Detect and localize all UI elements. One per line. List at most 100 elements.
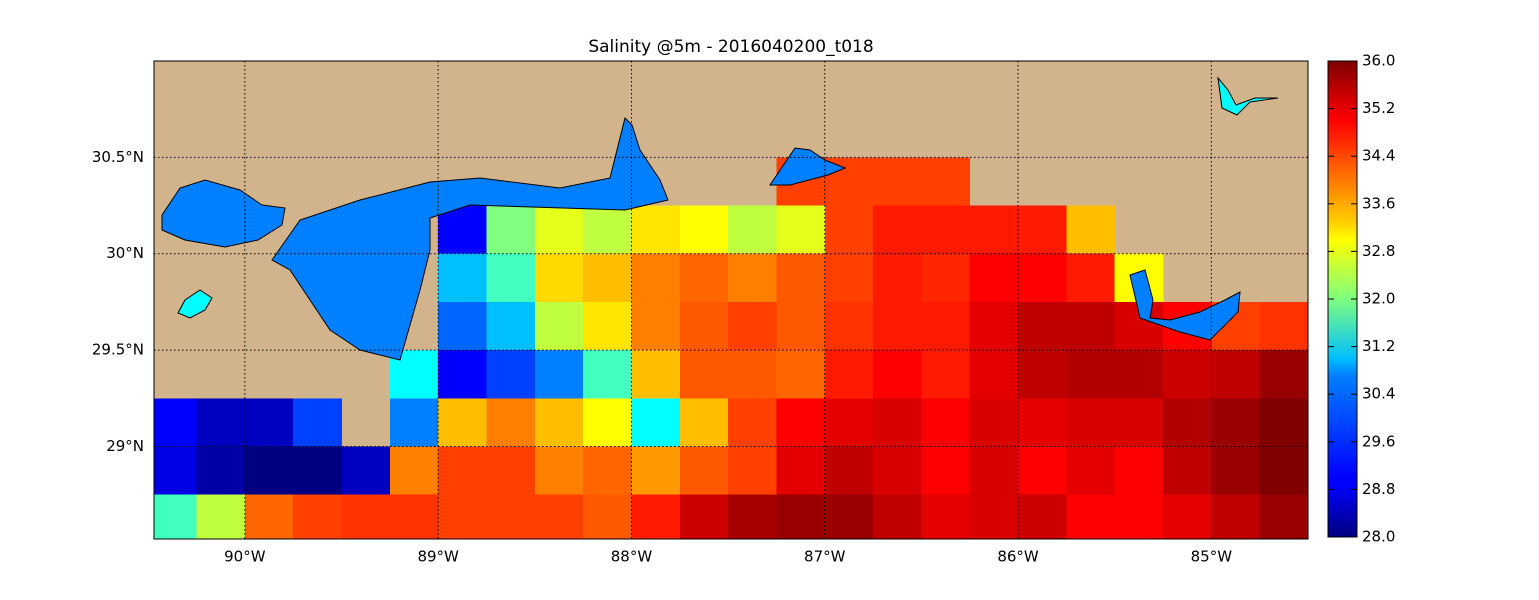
salinity-cell — [583, 494, 632, 539]
salinity-cell — [776, 398, 826, 447]
salinity-cell — [486, 253, 536, 303]
salinity-cell — [1114, 494, 1164, 539]
salinity-cell — [293, 398, 343, 447]
salinity-cell — [728, 253, 777, 303]
salinity-cell — [341, 494, 391, 539]
y-tick-label: 29°N — [106, 437, 144, 455]
salinity-cell — [776, 350, 826, 399]
salinity-cell — [438, 205, 487, 255]
salinity-cell — [534, 350, 584, 399]
salinity-cell — [679, 205, 729, 255]
salinity-cell — [1066, 350, 1116, 399]
lake — [161, 179, 286, 248]
salinity-cell — [679, 253, 729, 303]
salinity-cell — [583, 350, 632, 399]
x-tick-label: 90°W — [224, 548, 266, 566]
salinity-cell — [824, 350, 874, 399]
x-tick-label: 86°W — [997, 548, 1039, 566]
salinity-cell — [534, 253, 584, 303]
salinity-cell — [921, 494, 971, 539]
salinity-cell — [631, 301, 681, 351]
salinity-cell — [196, 446, 246, 496]
salinity-cell — [1066, 301, 1116, 351]
salinity-cell — [969, 494, 1019, 539]
salinity-cell — [1018, 253, 1067, 303]
salinity-cell — [1211, 446, 1261, 496]
salinity-cell — [1018, 398, 1067, 447]
salinity-cell — [728, 446, 777, 496]
lake — [177, 289, 213, 319]
salinity-cell — [873, 157, 922, 207]
salinity-cell — [486, 205, 536, 255]
map-title: Salinity @5m - 2016040200_t018 — [588, 37, 873, 57]
salinity-cell — [438, 494, 487, 539]
map-frame — [153, 60, 1309, 540]
salinity-cell — [824, 398, 874, 447]
salinity-cell — [873, 494, 922, 539]
salinity-cell — [1259, 494, 1308, 539]
salinity-cell — [921, 253, 971, 303]
salinity-cell — [1114, 350, 1164, 399]
salinity-cell — [824, 301, 874, 351]
salinity-cell — [679, 350, 729, 399]
colorbar-tick-label: 30.4 — [1362, 385, 1395, 403]
colorbar-tick-label: 31.2 — [1362, 337, 1395, 355]
salinity-cell — [776, 494, 826, 539]
salinity-cell — [1259, 398, 1308, 447]
salinity-cell — [728, 494, 777, 539]
salinity-cell — [921, 157, 971, 207]
salinity-cell — [631, 446, 681, 496]
salinity-cell — [1259, 446, 1308, 496]
salinity-cell — [1211, 350, 1261, 399]
salinity-cell — [1259, 350, 1308, 399]
bay — [769, 147, 847, 186]
salinity-cell — [1163, 398, 1212, 447]
colorbar-tick-label: 32.0 — [1362, 290, 1395, 308]
colorbar-tick-label: 29.6 — [1362, 432, 1395, 450]
salinity-cell — [154, 398, 198, 447]
salinity-cell — [873, 350, 922, 399]
salinity-cell — [1163, 350, 1212, 399]
salinity-cell — [969, 205, 1019, 255]
salinity-cell — [631, 398, 681, 447]
salinity-cell — [873, 205, 922, 255]
salinity-cell — [969, 398, 1019, 447]
salinity-cell — [1066, 494, 1116, 539]
salinity-cell — [1018, 446, 1067, 496]
colorbar-tick-label: 32.8 — [1362, 242, 1395, 260]
salinity-cell — [1066, 205, 1116, 255]
salinity-cell — [196, 494, 246, 539]
salinity-cell — [1114, 446, 1164, 496]
bays — [161, 76, 1279, 361]
salinity-cell — [921, 301, 971, 351]
salinity-cell — [244, 446, 294, 496]
salinity-cell — [1114, 398, 1164, 447]
x-tick-label: 89°W — [417, 548, 459, 566]
salinity-cell — [583, 398, 632, 447]
colorbar-tick-label: 28.8 — [1362, 480, 1395, 498]
salinity-cell — [438, 253, 487, 303]
salinity-cell — [583, 253, 632, 303]
x-tick-label: 85°W — [1191, 548, 1233, 566]
salinity-cell — [1163, 446, 1212, 496]
salinity-cell — [824, 446, 874, 496]
salinity-cell — [486, 350, 536, 399]
salinity-cell — [728, 350, 777, 399]
salinity-cell — [486, 301, 536, 351]
salinity-cell — [244, 494, 294, 539]
salinity-cell — [631, 350, 681, 399]
salinity-cell — [1211, 494, 1261, 539]
colorbar-tick-label: 34.4 — [1362, 147, 1395, 165]
salinity-cell — [293, 494, 343, 539]
colorbar-tick-label: 28.0 — [1362, 528, 1395, 546]
colorbar-tick-label: 36.0 — [1362, 52, 1395, 70]
salinity-cell — [154, 494, 198, 539]
salinity-cell — [679, 446, 729, 496]
salinity-cell — [776, 205, 826, 255]
salinity-cell — [921, 398, 971, 447]
salinity-cell — [1259, 301, 1308, 351]
salinity-cell — [631, 253, 681, 303]
salinity-cell — [534, 494, 584, 539]
salinity-cell — [1018, 205, 1067, 255]
salinity-cell — [534, 205, 584, 255]
